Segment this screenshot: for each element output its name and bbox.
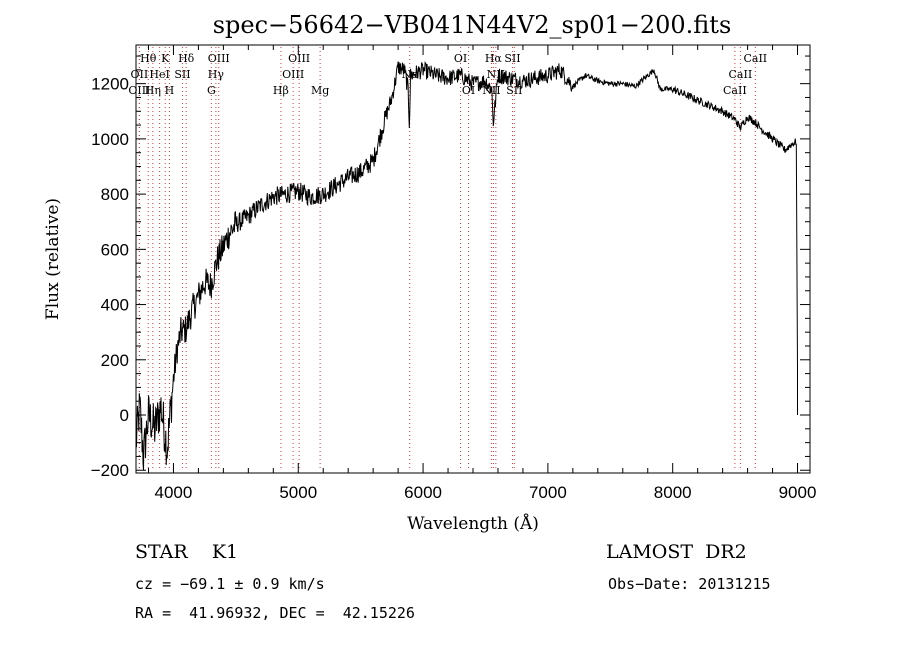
- line-label: Hη: [145, 84, 161, 97]
- line-label: Hβ: [273, 84, 289, 97]
- y-tick-label: 400: [101, 296, 129, 315]
- line-label: Hα: [485, 52, 503, 65]
- x-tick-label: 5000: [279, 483, 317, 502]
- y-tick-label: −200: [91, 461, 129, 480]
- line-label: H: [165, 84, 175, 97]
- x-tick-label: 4000: [155, 483, 193, 502]
- coordinates: RA = 41.96932, DEC = 42.15226: [135, 604, 415, 622]
- y-tick-label: 800: [101, 185, 129, 204]
- line-label: K: [161, 52, 170, 65]
- x-tick-label: 7000: [529, 483, 567, 502]
- y-tick-label: 600: [101, 240, 129, 259]
- line-label: OII: [131, 68, 149, 81]
- y-tick-label: 0: [120, 406, 129, 425]
- spectrum-line: [135, 61, 798, 471]
- line-label: Hθ: [140, 52, 157, 65]
- line-label: Hγ: [208, 68, 225, 81]
- line-label: OIII: [288, 52, 310, 65]
- line-label: CaII: [729, 68, 753, 81]
- line-label: OI: [454, 52, 467, 65]
- object-type: STAR K1: [135, 541, 239, 563]
- chart-title: spec−56642−VB041N44V2_sp01−200.fits: [213, 11, 732, 39]
- y-tick-label: 1000: [91, 130, 129, 149]
- line-label: OIII: [128, 84, 150, 97]
- survey-name: LAMOST DR2: [606, 541, 747, 563]
- line-label: SII: [504, 52, 520, 65]
- series-layer: [135, 61, 798, 471]
- line-label: CaII: [743, 52, 767, 65]
- plot-frame: [135, 44, 811, 474]
- y-tick-label: 200: [101, 351, 129, 370]
- line-label: OI: [462, 84, 475, 97]
- x-tick-label: 9000: [779, 483, 817, 502]
- redshift-value: cz = −69.1 ± 0.9 km/s: [135, 575, 325, 593]
- x-tick-label: 6000: [404, 483, 442, 502]
- line-label: HeI: [149, 68, 169, 81]
- axis-ticks: 4000 5000 6000 7000 8000 9000 −200 0 200 400 600 80…: [91, 45, 817, 502]
- line-label: G: [207, 84, 216, 97]
- line-label: OIII: [282, 68, 304, 81]
- x-tick-label: 8000: [654, 483, 692, 502]
- y-axis-title: Flux (relative): [43, 198, 63, 320]
- line-label: NII: [487, 68, 505, 81]
- x-axis-title: Wavelength (Å): [407, 513, 539, 534]
- line-markers: [138, 47, 756, 471]
- line-label: Mg: [311, 84, 329, 97]
- line-label: CaII: [723, 84, 747, 97]
- line-label: OIII: [208, 52, 230, 65]
- observation-date: Obs−Date: 20131215: [608, 575, 771, 593]
- line-label: SII: [174, 68, 190, 81]
- y-tick-label: 1200: [91, 75, 129, 94]
- line-label: Hδ: [178, 52, 195, 65]
